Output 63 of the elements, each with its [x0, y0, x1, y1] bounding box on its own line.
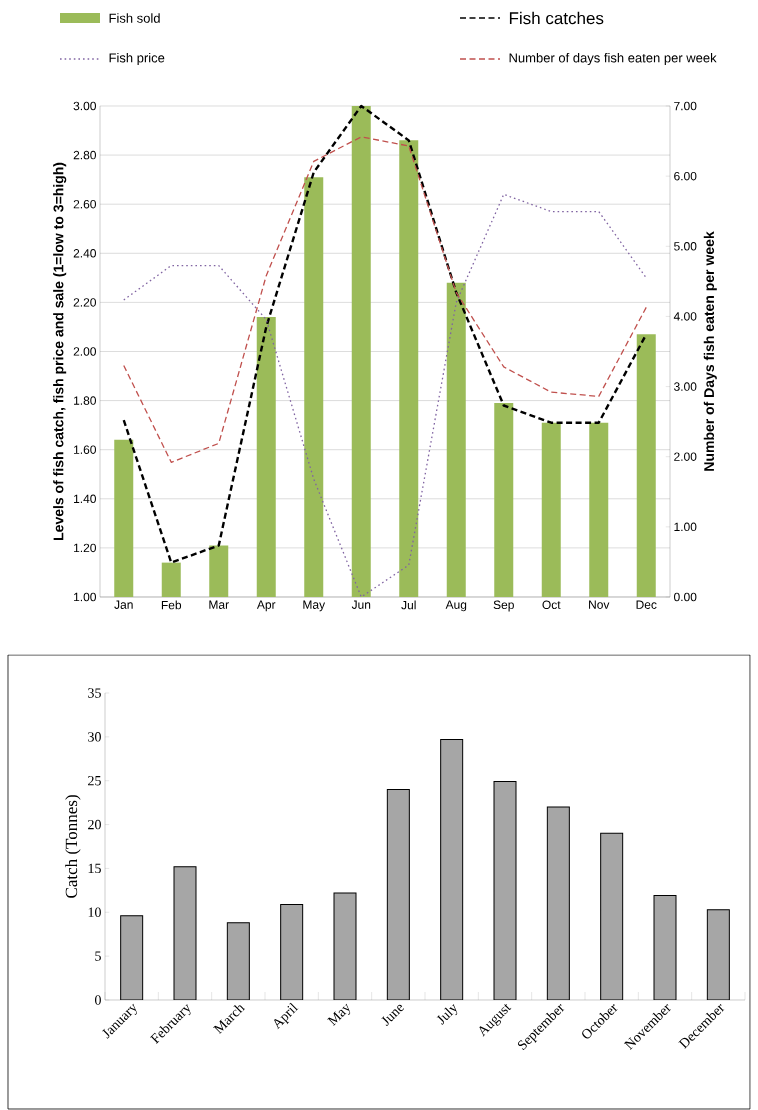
x-tick-label: Oct — [542, 600, 561, 610]
bar — [546, 806, 570, 1000]
y-tick-label: 2.20 — [73, 298, 96, 307]
y-tick-label: 30 — [88, 732, 101, 742]
y-tick-label: 1.20 — [74, 543, 96, 553]
line-series — [122, 104, 648, 564]
line-series — [123, 193, 647, 598]
legend-label: Fish catches — [509, 11, 604, 25]
y2-tick-label: 6.00 — [674, 171, 697, 181]
x-tick-label: Dec — [636, 600, 657, 609]
bar — [280, 903, 304, 1000]
bar — [493, 781, 517, 1000]
x-tick-label: Feb — [161, 600, 182, 610]
bar — [173, 866, 197, 1000]
y2-tick-label: 2.00 — [674, 452, 697, 461]
y2-tick-label: 5.00 — [674, 242, 697, 251]
x-tick-label: Jan — [114, 600, 133, 609]
x-tick-label: May — [327, 1003, 351, 1027]
line-series — [123, 136, 647, 463]
y-axis-title: Levels of fish catch, fish price and sale (1=low to 3=high) — [53, 162, 67, 540]
x-tick-label: Mar — [209, 600, 229, 609]
x-tick-label: June — [381, 1004, 405, 1027]
y-tick-label: 2.40 — [73, 249, 96, 258]
y-tick-label: 2.60 — [73, 199, 96, 209]
y2-axis-title: Number of Days fish eaten per week — [703, 231, 717, 471]
x-tick-label: Jul — [401, 600, 416, 610]
x-tick-label: Sep — [493, 600, 514, 612]
y2-tick-label: 0.00 — [674, 592, 697, 602]
x-tick-label: Jun — [351, 600, 371, 609]
bar — [120, 915, 144, 1000]
legend-label: Number of days fish eaten per week — [509, 52, 717, 66]
y-tick-label: 1.80 — [74, 396, 96, 405]
x-tick-label: May — [303, 600, 326, 612]
x-tick-label: Nov — [589, 600, 610, 609]
bar — [226, 922, 250, 1000]
y2-tick-label: 7.00 — [674, 101, 697, 111]
y-tick-label: 20 — [88, 819, 101, 830]
y-tick-label: 2.80 — [73, 150, 96, 160]
x-tick-label: July — [436, 1004, 458, 1025]
y-tick-label: 10 — [88, 907, 101, 918]
bar — [386, 788, 410, 1000]
y-tick-label: 3.00 — [73, 101, 96, 111]
y2-tick-label: 1.00 — [674, 522, 697, 532]
y-tick-label: 0 — [95, 995, 101, 1005]
bar — [706, 909, 730, 1000]
x-tick-label: Aug — [445, 600, 467, 612]
legend-label: Fish price — [109, 52, 165, 66]
bar — [653, 895, 677, 1000]
y-axis-title: Catch (Tonnes) — [65, 795, 81, 898]
y-tick-label: 1.60 — [74, 445, 96, 454]
y2-tick-label: 3.00 — [674, 382, 697, 391]
y-tick-label: 2.00 — [73, 347, 96, 356]
y-tick-label: 1.40 — [74, 494, 96, 504]
y2-tick-label: 4.00 — [673, 312, 697, 321]
bar — [440, 738, 464, 1000]
y-tick-label: 35 — [88, 688, 101, 698]
y-tick-label: 1.00 — [74, 592, 96, 602]
x-tick-label: Apr — [256, 600, 276, 612]
y-tick-label: 15 — [88, 863, 101, 874]
y-tick-label: 25 — [88, 776, 101, 786]
bar — [600, 832, 624, 1000]
legend-label: Fish sold — [109, 13, 160, 23]
y-tick-label: 5 — [95, 951, 101, 961]
